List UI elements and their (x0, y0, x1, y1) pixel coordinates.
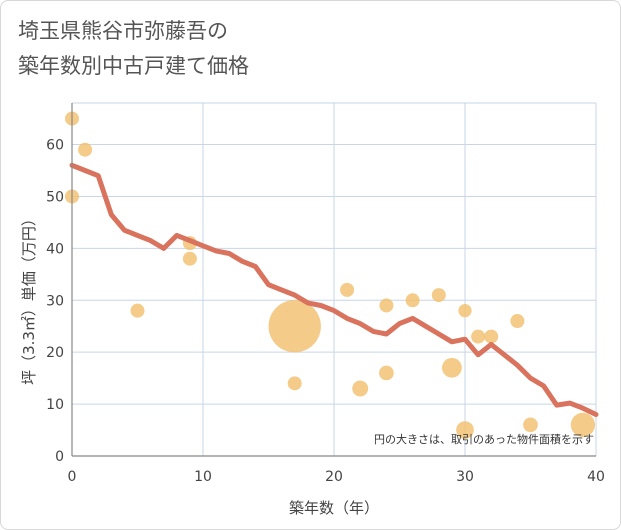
data-point (340, 282, 355, 297)
data-point (510, 314, 525, 329)
data-point (130, 303, 145, 318)
scatter-points (65, 111, 596, 439)
y-tick-label: 60 (46, 138, 64, 154)
y-tick-label: 50 (46, 189, 64, 205)
x-tick-label: 40 (587, 469, 605, 485)
y-axis-label: 坪（3.3㎡）単価（万円） (20, 211, 38, 385)
data-point (523, 417, 538, 433)
data-point (471, 329, 486, 344)
y-tick-label: 10 (46, 397, 64, 413)
trend-line (69, 162, 599, 417)
y-tick-label: 40 (46, 241, 64, 257)
tick-labels: 0 10 20 30 40 0 10 20 30 40 50 60 (46, 138, 605, 485)
data-point (379, 365, 394, 381)
data-point (442, 357, 462, 378)
x-tick-label: 20 (325, 469, 343, 485)
data-point (268, 300, 321, 353)
data-point (484, 329, 499, 344)
x-tick-label: 10 (194, 469, 212, 485)
x-axis-label: 築年数（年） (289, 499, 379, 517)
size-note: 円の大きさは、取引のあった物件面積を示す (374, 432, 594, 446)
chart-title: 埼玉県熊谷市弥藤吾の 築年数別中古戸建て価格 (18, 14, 578, 84)
grid-lines (72, 102, 597, 456)
chart-title-line1: 埼玉県熊谷市弥藤吾の (18, 19, 228, 43)
data-point (431, 288, 446, 303)
data-point (458, 304, 472, 318)
chart-title-line2: 築年数別中古戸建て価格 (18, 54, 249, 78)
data-point (405, 293, 420, 308)
x-tick-label: 30 (456, 469, 474, 485)
data-point (78, 142, 93, 157)
data-point (379, 298, 394, 313)
axes (71, 103, 596, 457)
y-tick-label: 0 (55, 449, 64, 465)
data-point (182, 251, 197, 266)
y-tick-label: 20 (46, 345, 64, 361)
y-tick-label: 30 (46, 293, 64, 309)
data-point (456, 421, 474, 439)
data-point (570, 412, 596, 437)
data-point (352, 380, 369, 397)
x-tick-label: 0 (68, 469, 77, 485)
data-point (287, 376, 302, 391)
